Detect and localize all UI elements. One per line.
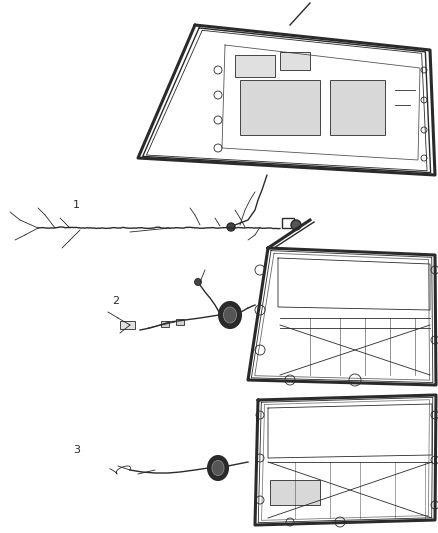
Bar bbox=[280, 52, 310, 70]
Circle shape bbox=[214, 66, 222, 74]
Circle shape bbox=[421, 127, 427, 133]
Circle shape bbox=[256, 454, 264, 462]
Text: 1: 1 bbox=[73, 200, 80, 210]
Circle shape bbox=[421, 67, 427, 73]
Circle shape bbox=[431, 336, 438, 344]
Ellipse shape bbox=[208, 456, 228, 480]
Bar bbox=[330, 80, 385, 135]
Circle shape bbox=[431, 266, 438, 274]
Circle shape bbox=[256, 496, 264, 504]
Text: 2: 2 bbox=[113, 296, 120, 306]
Circle shape bbox=[255, 265, 265, 275]
Circle shape bbox=[335, 517, 345, 527]
Circle shape bbox=[227, 223, 235, 231]
Circle shape bbox=[214, 116, 222, 124]
Circle shape bbox=[285, 375, 295, 385]
Ellipse shape bbox=[219, 302, 241, 328]
Circle shape bbox=[255, 345, 265, 355]
Circle shape bbox=[214, 144, 222, 152]
Circle shape bbox=[431, 501, 438, 509]
Bar bbox=[235, 55, 275, 77]
Circle shape bbox=[349, 374, 361, 386]
Circle shape bbox=[255, 305, 265, 315]
Circle shape bbox=[421, 97, 427, 103]
Circle shape bbox=[421, 155, 427, 161]
Bar bbox=[120, 321, 135, 329]
Bar bbox=[270, 480, 320, 505]
Ellipse shape bbox=[223, 307, 237, 323]
Ellipse shape bbox=[212, 461, 224, 475]
Text: 3: 3 bbox=[73, 446, 80, 455]
Bar bbox=[240, 80, 320, 135]
Circle shape bbox=[194, 279, 201, 286]
Circle shape bbox=[256, 411, 264, 419]
Circle shape bbox=[291, 220, 301, 230]
Circle shape bbox=[286, 518, 294, 526]
Bar bbox=[161, 321, 169, 327]
Circle shape bbox=[431, 411, 438, 419]
Circle shape bbox=[214, 91, 222, 99]
Bar bbox=[176, 319, 184, 325]
Bar bbox=[282, 218, 294, 228]
Circle shape bbox=[431, 456, 438, 464]
